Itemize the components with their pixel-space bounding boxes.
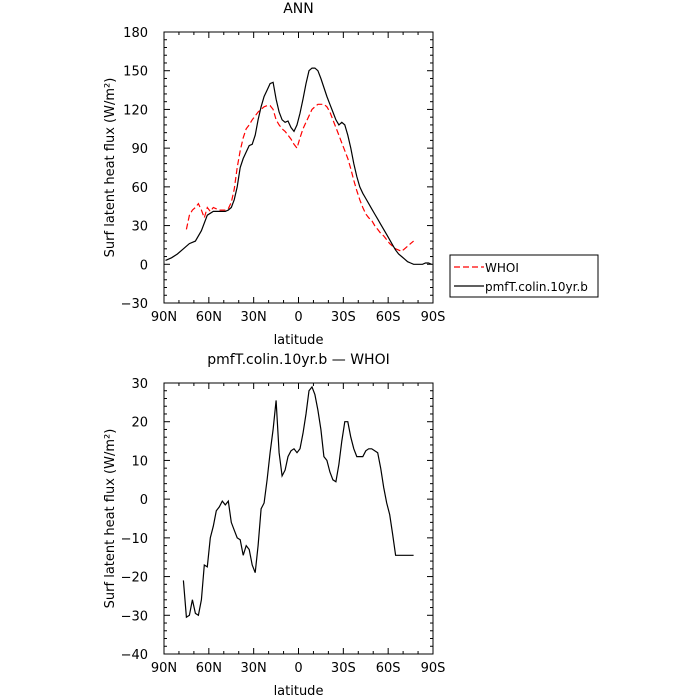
y-tick-label: 120 [123,103,148,118]
x-tick-label: 60N [196,310,222,325]
y-tick-label: 0 [140,493,148,508]
x-tick-label: 30N [241,310,267,325]
y-tick-label: −10 [121,532,148,547]
chart-annual-latent-heat-flux: 90N 60N 30N 0 30S 60S 90S −30 0 30 60 90 120 150 180 AN… [103,1,599,348]
x-tick-label: 60N [196,661,222,676]
y-tick-label: −30 [121,297,148,312]
y-tick-label: 30 [131,220,148,235]
y-axis-label: Surf latent heat flux (W/m²) [103,78,118,258]
y-tick-label: 180 [123,26,148,41]
series-line-0 [185,103,414,253]
x-tick-label: 90N [151,310,177,325]
x-tick-label: 0 [294,310,302,325]
x-tick-label: 60S [376,310,401,325]
plot-frame [163,382,434,655]
x-tick-label: 0 [294,661,302,676]
legend-label: WHOI [485,261,519,275]
series-line-1 [165,67,432,265]
x-axis-label: latitude [274,684,324,699]
legend-label: pmfT.colin.10yr.b [485,280,588,294]
legend: WHOI pmfT.colin.10yr.b [449,254,599,298]
x-tick-label: 60S [376,661,401,676]
chart-difference-latent-heat-flux: 90N 60N 30N 0 30S 60S 90S −40 −30 −20 −10 0 10 20 30 pm… [103,352,445,699]
x-tick-label: 90S [421,661,446,676]
y-tick-label: −30 [121,609,148,624]
y-tick-label: 150 [123,65,148,80]
x-tick-label: 30S [331,661,356,676]
y-tick-label: 90 [131,142,148,157]
y-tick-label: −40 [121,648,148,663]
chart-title: ANN [283,1,314,17]
chart-title: pmfT.colin.10yr.b — WHOI [207,352,390,368]
y-tick-label: 20 [131,416,148,431]
plot-frame [163,31,434,304]
x-axis-label: latitude [274,333,324,348]
y-tick-label: −20 [121,571,148,586]
x-tick-label: 90S [421,310,446,325]
legend-box [449,254,599,298]
y-tick-label: 0 [140,258,148,273]
x-tick-label: 30N [241,661,267,676]
y-tick-label: 30 [131,377,148,392]
x-tick-label: 90N [151,661,177,676]
y-tick-label: 60 [131,181,148,196]
y-axis-label: Surf latent heat flux (W/m²) [103,429,118,609]
series-line-0 [182,385,414,619]
x-tick-label: 30S [331,310,356,325]
y-tick-label: 10 [131,454,148,469]
